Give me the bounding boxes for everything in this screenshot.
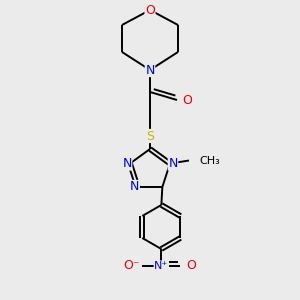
Text: O: O <box>182 94 192 106</box>
Text: N⁺: N⁺ <box>154 261 169 271</box>
Text: O: O <box>145 4 155 16</box>
Text: S: S <box>146 130 154 142</box>
Text: N: N <box>130 181 139 194</box>
Text: N: N <box>122 157 132 170</box>
Text: N: N <box>168 157 178 170</box>
Text: O: O <box>186 260 196 272</box>
Text: O⁻: O⁻ <box>123 260 140 272</box>
Text: CH₃: CH₃ <box>199 155 220 166</box>
Text: N: N <box>145 64 155 76</box>
